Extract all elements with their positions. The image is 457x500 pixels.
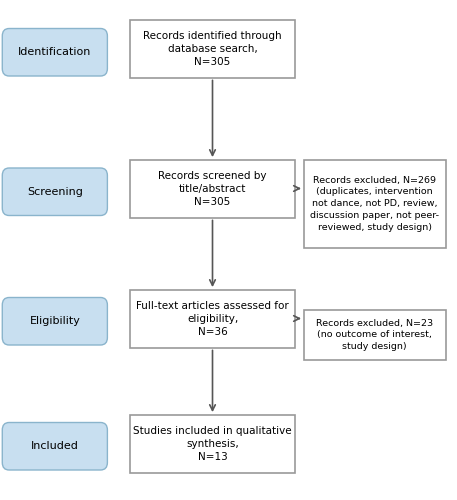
Text: Records identified through
database search,
N=305: Records identified through database sear… — [143, 30, 282, 67]
FancyBboxPatch shape — [2, 168, 107, 216]
Text: Included: Included — [31, 441, 79, 451]
FancyBboxPatch shape — [2, 28, 107, 76]
FancyBboxPatch shape — [304, 160, 446, 248]
FancyBboxPatch shape — [2, 422, 107, 470]
FancyBboxPatch shape — [130, 290, 295, 348]
Text: Full-text articles assessed for
eligibility,
N=36: Full-text articles assessed for eligibil… — [136, 300, 289, 337]
Text: Records excluded, N=269
(duplicates, intervention
not dance, not PD, review,
dis: Records excluded, N=269 (duplicates, int… — [310, 176, 439, 232]
FancyBboxPatch shape — [2, 298, 107, 345]
Text: Screening: Screening — [27, 187, 83, 197]
FancyBboxPatch shape — [304, 310, 446, 360]
FancyBboxPatch shape — [130, 20, 295, 78]
Text: Records screened by
title/abstract
N=305: Records screened by title/abstract N=305 — [158, 170, 267, 207]
Text: Records excluded, N=23
(no outcome of interest,
study design): Records excluded, N=23 (no outcome of in… — [316, 318, 433, 352]
FancyBboxPatch shape — [130, 160, 295, 218]
FancyBboxPatch shape — [130, 415, 295, 472]
Text: Identification: Identification — [18, 48, 91, 57]
Text: Eligibility: Eligibility — [29, 316, 80, 326]
Text: Studies included in qualitative
synthesis,
N=13: Studies included in qualitative synthesi… — [133, 426, 292, 462]
